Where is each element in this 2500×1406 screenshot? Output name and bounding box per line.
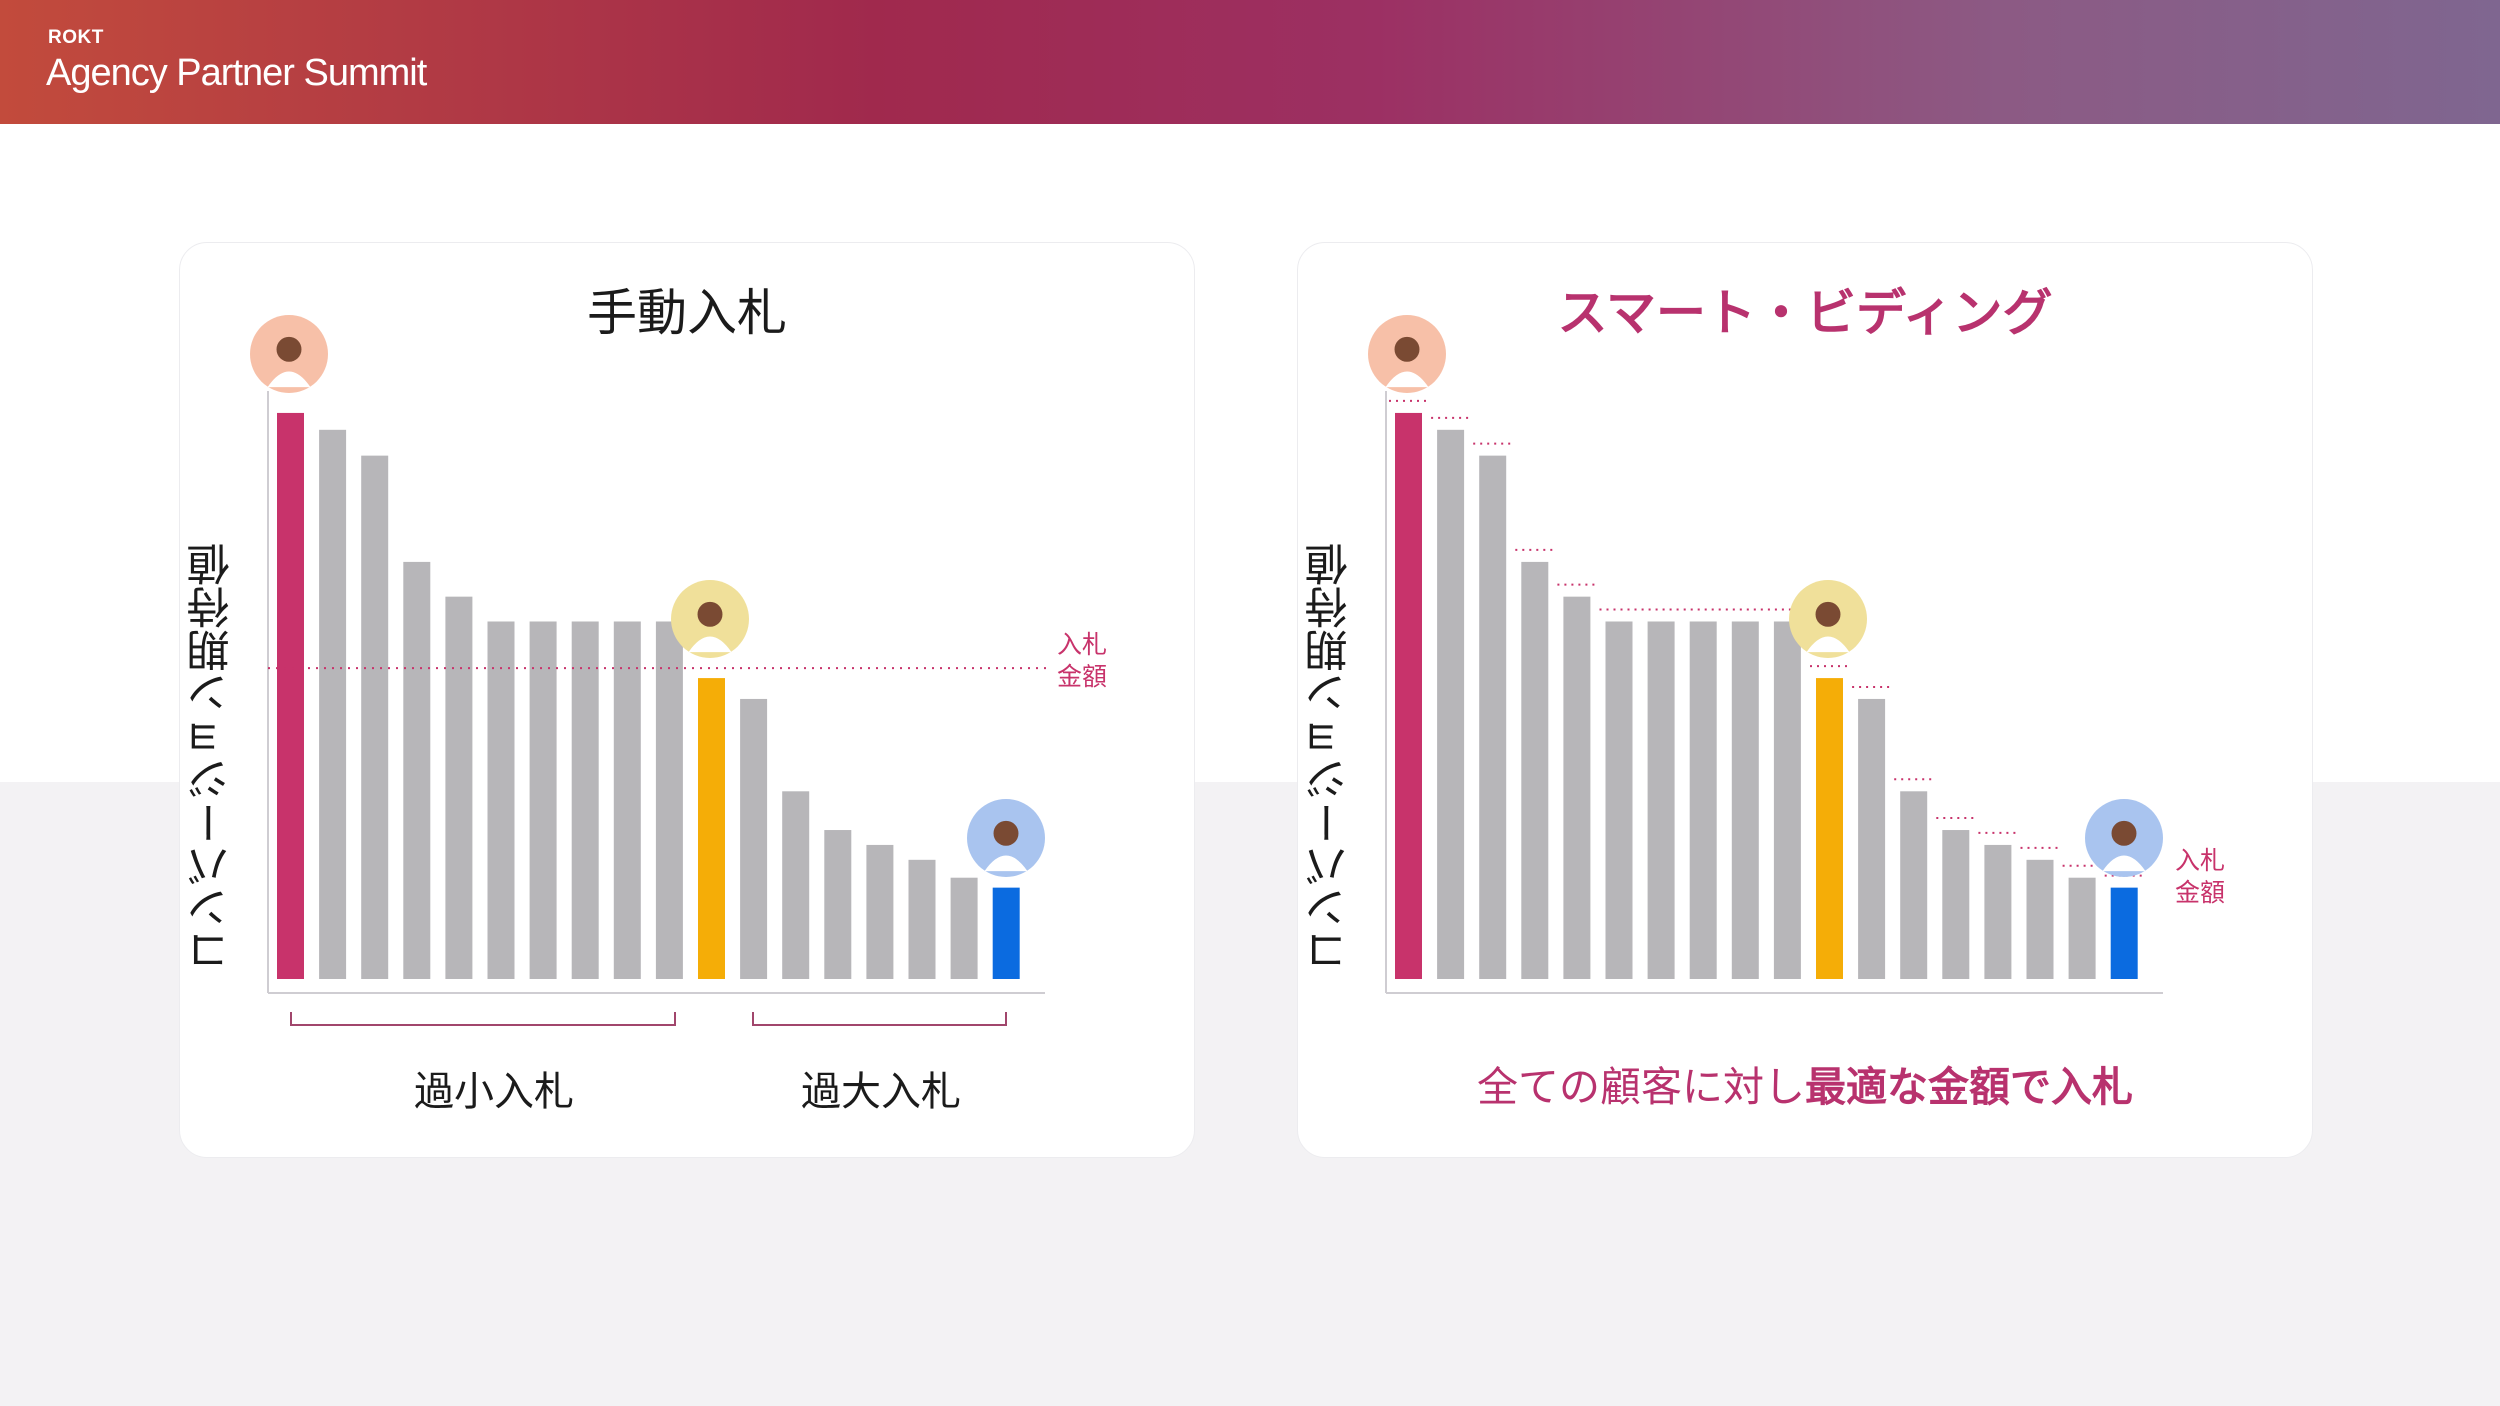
bid-label-line1: 入札 [1056, 630, 1107, 659]
bar-9 [1731, 621, 1759, 979]
bar-13 [782, 791, 810, 979]
bid-amount-label: 入札 金額 [2160, 845, 2240, 909]
smart-bid-chart [1368, 315, 2163, 994]
event-title: Agency Partner Summit [46, 52, 427, 94]
avatar-low-value-icon [967, 799, 1045, 877]
bar-1 [277, 412, 304, 979]
avatar-shoulders [267, 371, 311, 388]
avatar-mid-value-icon [671, 580, 749, 658]
bar-8 [1689, 621, 1717, 979]
avatar-mid-value-icon [1789, 580, 1867, 658]
panel-title: 手動入札 [587, 284, 787, 342]
manual-bidding-panel: 手動入札 コンバージョン期待値 入札 金額 過小入札 過大入札 [179, 242, 1195, 1158]
bar-8 [571, 621, 599, 979]
over-bid-label: 過大入札 [801, 1069, 961, 1115]
bar-9 [613, 621, 641, 979]
avatar-head [2111, 820, 2137, 846]
bar-12 [1858, 698, 1886, 979]
bid-label-line2: 金額 [1056, 662, 1107, 691]
bar-16 [908, 859, 936, 979]
bar-3 [1479, 455, 1507, 979]
bar-14 [1942, 830, 1970, 979]
bar-18 [2110, 887, 2138, 979]
bar-7 [1647, 621, 1675, 979]
bar-6 [1605, 621, 1633, 979]
bar-1 [1395, 412, 1422, 979]
bar-17 [950, 877, 978, 979]
bar-6 [487, 621, 515, 979]
bar-11 [698, 678, 725, 979]
bar-7 [529, 621, 557, 979]
bar-16 [2026, 859, 2054, 979]
bar-2 [1437, 429, 1465, 979]
under-bid-bracket [290, 1012, 676, 1026]
bar-15 [866, 844, 894, 979]
bar-17 [2068, 877, 2096, 979]
bar-4 [403, 561, 431, 979]
bar-3 [361, 455, 389, 979]
bar-11 [1816, 678, 1843, 979]
bar-10 [655, 621, 683, 979]
avatar-high-value-icon [1368, 315, 1446, 393]
avatar-shoulders [2102, 855, 2146, 872]
avatar-head [993, 820, 1019, 846]
over-bid-bracket [752, 1012, 1007, 1026]
bid-label-line1: 入札 [2174, 846, 2225, 875]
avatar-shoulders [984, 855, 1028, 872]
note-prefix: 全ての顧客に対し [1477, 1063, 1805, 1111]
bar-2 [319, 429, 347, 979]
bar-5 [1563, 596, 1591, 979]
avatar-high-value-icon [250, 315, 328, 393]
brand-logo: ROKT [48, 27, 104, 48]
bar-5 [445, 596, 473, 979]
avatar-shoulders [1385, 371, 1429, 388]
bottom-note: 全ての顧客に対し最適な金額で入札 [1298, 1053, 2312, 1113]
bar-10 [1773, 621, 1801, 979]
bid-amount-label: 入札 金額 [1042, 629, 1122, 693]
header-banner: ROKT Agency Partner Summit [0, 0, 2500, 124]
avatar-head [697, 601, 723, 627]
avatar-shoulders [1806, 636, 1850, 653]
avatar-head [276, 336, 302, 362]
bar-4 [1521, 561, 1549, 979]
bar-14 [824, 830, 852, 979]
avatar-shoulders [688, 636, 732, 653]
bar-18 [992, 887, 1020, 979]
under-bid-label: 過小入札 [414, 1069, 574, 1115]
bar-15 [1984, 844, 2012, 979]
bar-12 [740, 698, 768, 979]
smart-bidding-panel: スマート・ビディング コンバージョン期待値 入札 金額 全ての顧客に対し最適な金… [1297, 242, 2313, 1158]
manual-bid-chart [250, 315, 1050, 1026]
avatar-low-value-icon [2085, 799, 2163, 877]
avatar-head [1815, 601, 1841, 627]
avatar-head [1394, 336, 1420, 362]
note-bold: 最適な金額で入札 [1805, 1063, 2133, 1111]
bid-label-line2: 金額 [2174, 878, 2225, 907]
bar-13 [1900, 791, 1928, 979]
panel-title: スマート・ビディング [1557, 284, 2053, 342]
